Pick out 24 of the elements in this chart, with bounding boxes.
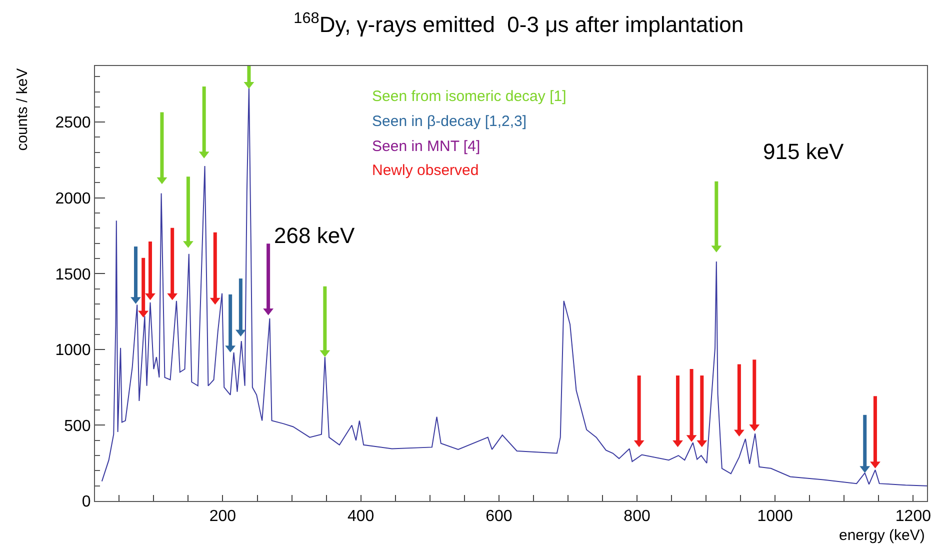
x-tick-label: 1000 — [757, 508, 793, 526]
x-tick-label: 800 — [624, 508, 650, 526]
y-tick-label: 0 — [82, 494, 91, 511]
y-tick-label: 2500 — [55, 114, 91, 132]
point — [145, 293, 156, 300]
y-tick-label: 1000 — [55, 342, 91, 360]
x-axis-title: energy (keV) — [839, 527, 925, 544]
y-tick-label: 500 — [64, 418, 91, 435]
x-tick-label: 600 — [486, 508, 512, 526]
x-tick-label: 200 — [209, 508, 236, 526]
text: Seen from isomeric decay [1] — [372, 88, 566, 105]
point — [734, 430, 744, 437]
x-tick-label: 400 — [347, 508, 374, 526]
y-tick-label: 2000 — [55, 190, 91, 208]
point — [672, 440, 683, 448]
annotation: 915 keV — [763, 139, 844, 164]
text: Seen in MNT [4] — [372, 138, 480, 155]
chart-title: $^{168}$Dy, γ-rays emitted 0-3 μs after implantation — [294, 10, 744, 38]
text: Newly observed — [372, 162, 479, 179]
y-tick-label: 1500 — [55, 266, 91, 284]
x-tick-label: 1200 — [895, 508, 932, 526]
text: Seen in β-decay [1,2,3] — [372, 113, 527, 130]
annotation: 268 keV — [274, 223, 356, 248]
y-axis-title: counts / keV — [14, 68, 31, 151]
